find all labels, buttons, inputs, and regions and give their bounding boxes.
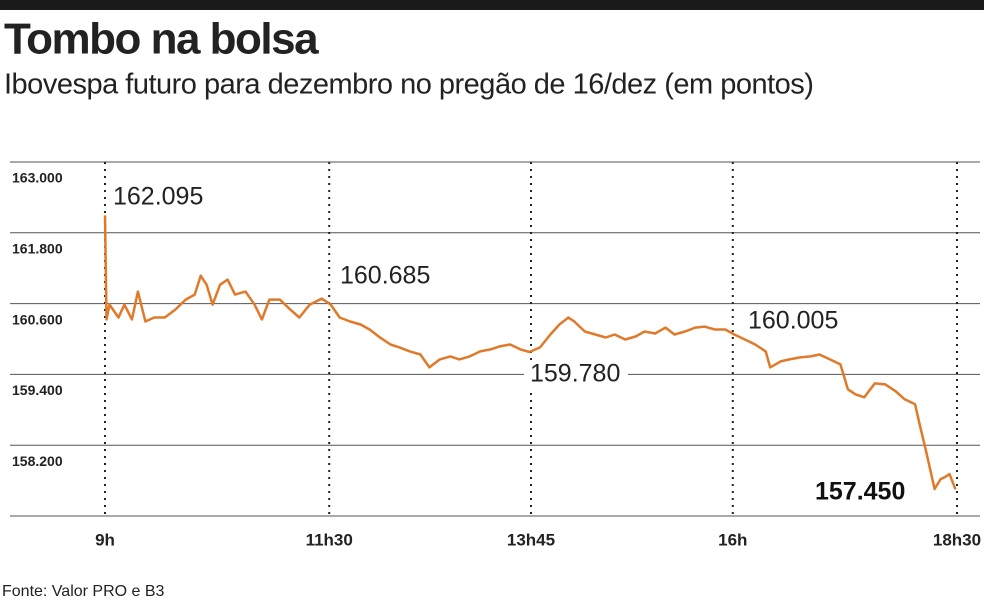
x-tick-label: 11h30 — [306, 530, 353, 549]
x-tick-label: 9h — [95, 530, 115, 549]
x-tick-label: 18h30 — [933, 530, 981, 549]
y-tick-label: 160.600 — [12, 311, 63, 327]
data-line — [103, 215, 957, 491]
y-tick-label: 161.800 — [12, 241, 63, 257]
chart-subtitle: Ibovespa futuro para dezembro no pregão … — [4, 69, 813, 101]
chart-title: Tombo na bolsa — [4, 15, 319, 64]
source: Fonte: Valor PRO e B3 — [2, 583, 165, 600]
y-tick-label: 159.400 — [12, 382, 63, 398]
annotation: 160.005 — [748, 307, 838, 335]
x-tick-label: 16h — [718, 530, 747, 549]
x-tick-label: 13h45 — [507, 530, 555, 549]
annotation-bg — [524, 361, 628, 389]
annotation: 160.685 — [340, 262, 430, 290]
annotation: 159.780 — [530, 360, 620, 388]
y-tick-label: 158.200 — [12, 453, 63, 469]
y-tick-label: 163.000 — [12, 170, 63, 186]
top-bar — [0, 0, 984, 10]
annotation: 157.450 — [815, 478, 905, 506]
annotation: 162.095 — [113, 183, 203, 211]
